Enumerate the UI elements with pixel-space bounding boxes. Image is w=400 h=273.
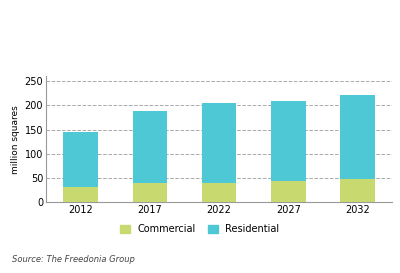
Bar: [271, 181, 306, 202]
Text: Figure 3-5.
Roofing Underlayment Demand by Market,
2012, 2017, 2022, 2027, & 203: Figure 3-5. Roofing Underlayment Demand …: [10, 6, 195, 54]
Text: Freedonia: Freedonia: [288, 87, 338, 96]
Bar: [271, 100, 306, 181]
Y-axis label: million squares: million squares: [12, 105, 20, 174]
Bar: [340, 179, 375, 202]
Bar: [132, 111, 167, 183]
Text: Source: The Freedonia Group: Source: The Freedonia Group: [12, 255, 135, 264]
Bar: [202, 103, 236, 183]
Bar: [63, 132, 98, 186]
Text: Group: Group: [288, 102, 309, 108]
Bar: [132, 183, 167, 202]
Bar: [340, 95, 375, 179]
Bar: [63, 186, 98, 202]
Legend: Commercial, Residential: Commercial, Residential: [120, 224, 280, 234]
Bar: [202, 183, 236, 202]
